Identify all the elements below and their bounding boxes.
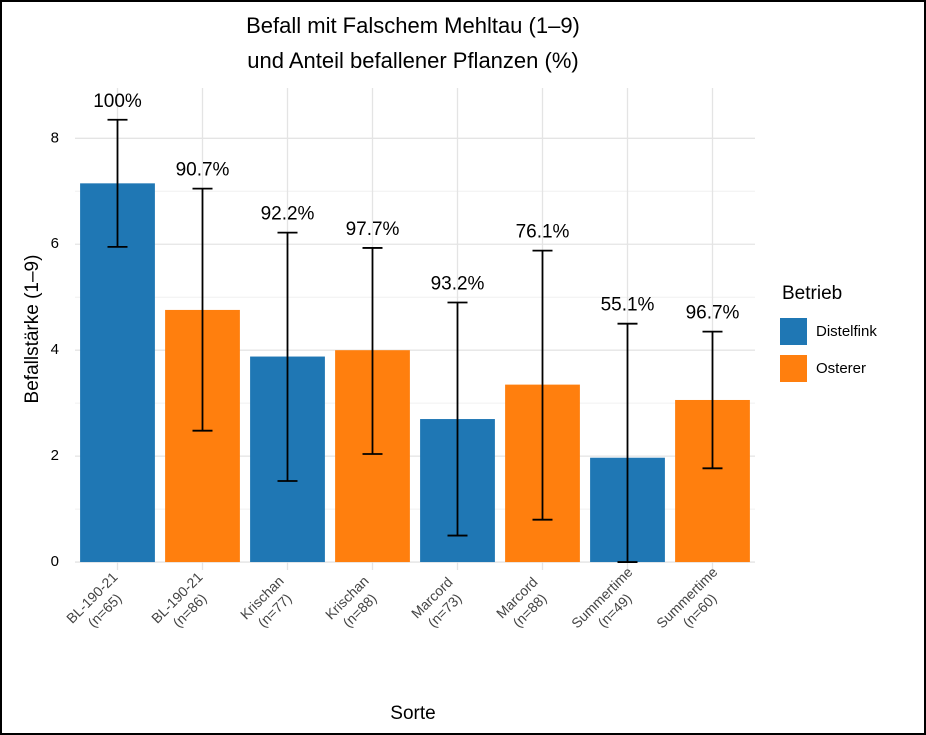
y-tick-label: 0 xyxy=(51,553,59,570)
value-label: 96.7% xyxy=(686,303,740,324)
chart-title: und Anteil befallener Pflanzen (%) xyxy=(247,48,578,73)
y-tick-label: 4 xyxy=(51,341,59,358)
legend-label: Osterer xyxy=(816,360,866,377)
legend-label: Distelfink xyxy=(816,323,877,340)
y-axis-label: Befallstärke (1–9) xyxy=(22,255,43,404)
chart-title: Befall mit Falschem Mehltau (1–9) xyxy=(246,13,580,38)
y-tick-label: 8 xyxy=(51,129,59,146)
value-label: 76.1% xyxy=(516,222,570,243)
value-label: 90.7% xyxy=(176,160,230,181)
legend-title: Betrieb xyxy=(782,283,842,304)
legend-key xyxy=(780,318,807,345)
y-tick-label: 6 xyxy=(51,235,59,252)
value-label: 93.2% xyxy=(431,274,485,295)
value-label: 97.7% xyxy=(346,219,400,240)
legend-key xyxy=(780,355,807,382)
x-axis-label: Sorte xyxy=(390,703,435,724)
y-tick-label: 2 xyxy=(51,447,59,464)
value-label: 92.2% xyxy=(261,204,315,225)
value-label: 55.1% xyxy=(601,295,655,316)
value-label: 100% xyxy=(93,91,142,112)
